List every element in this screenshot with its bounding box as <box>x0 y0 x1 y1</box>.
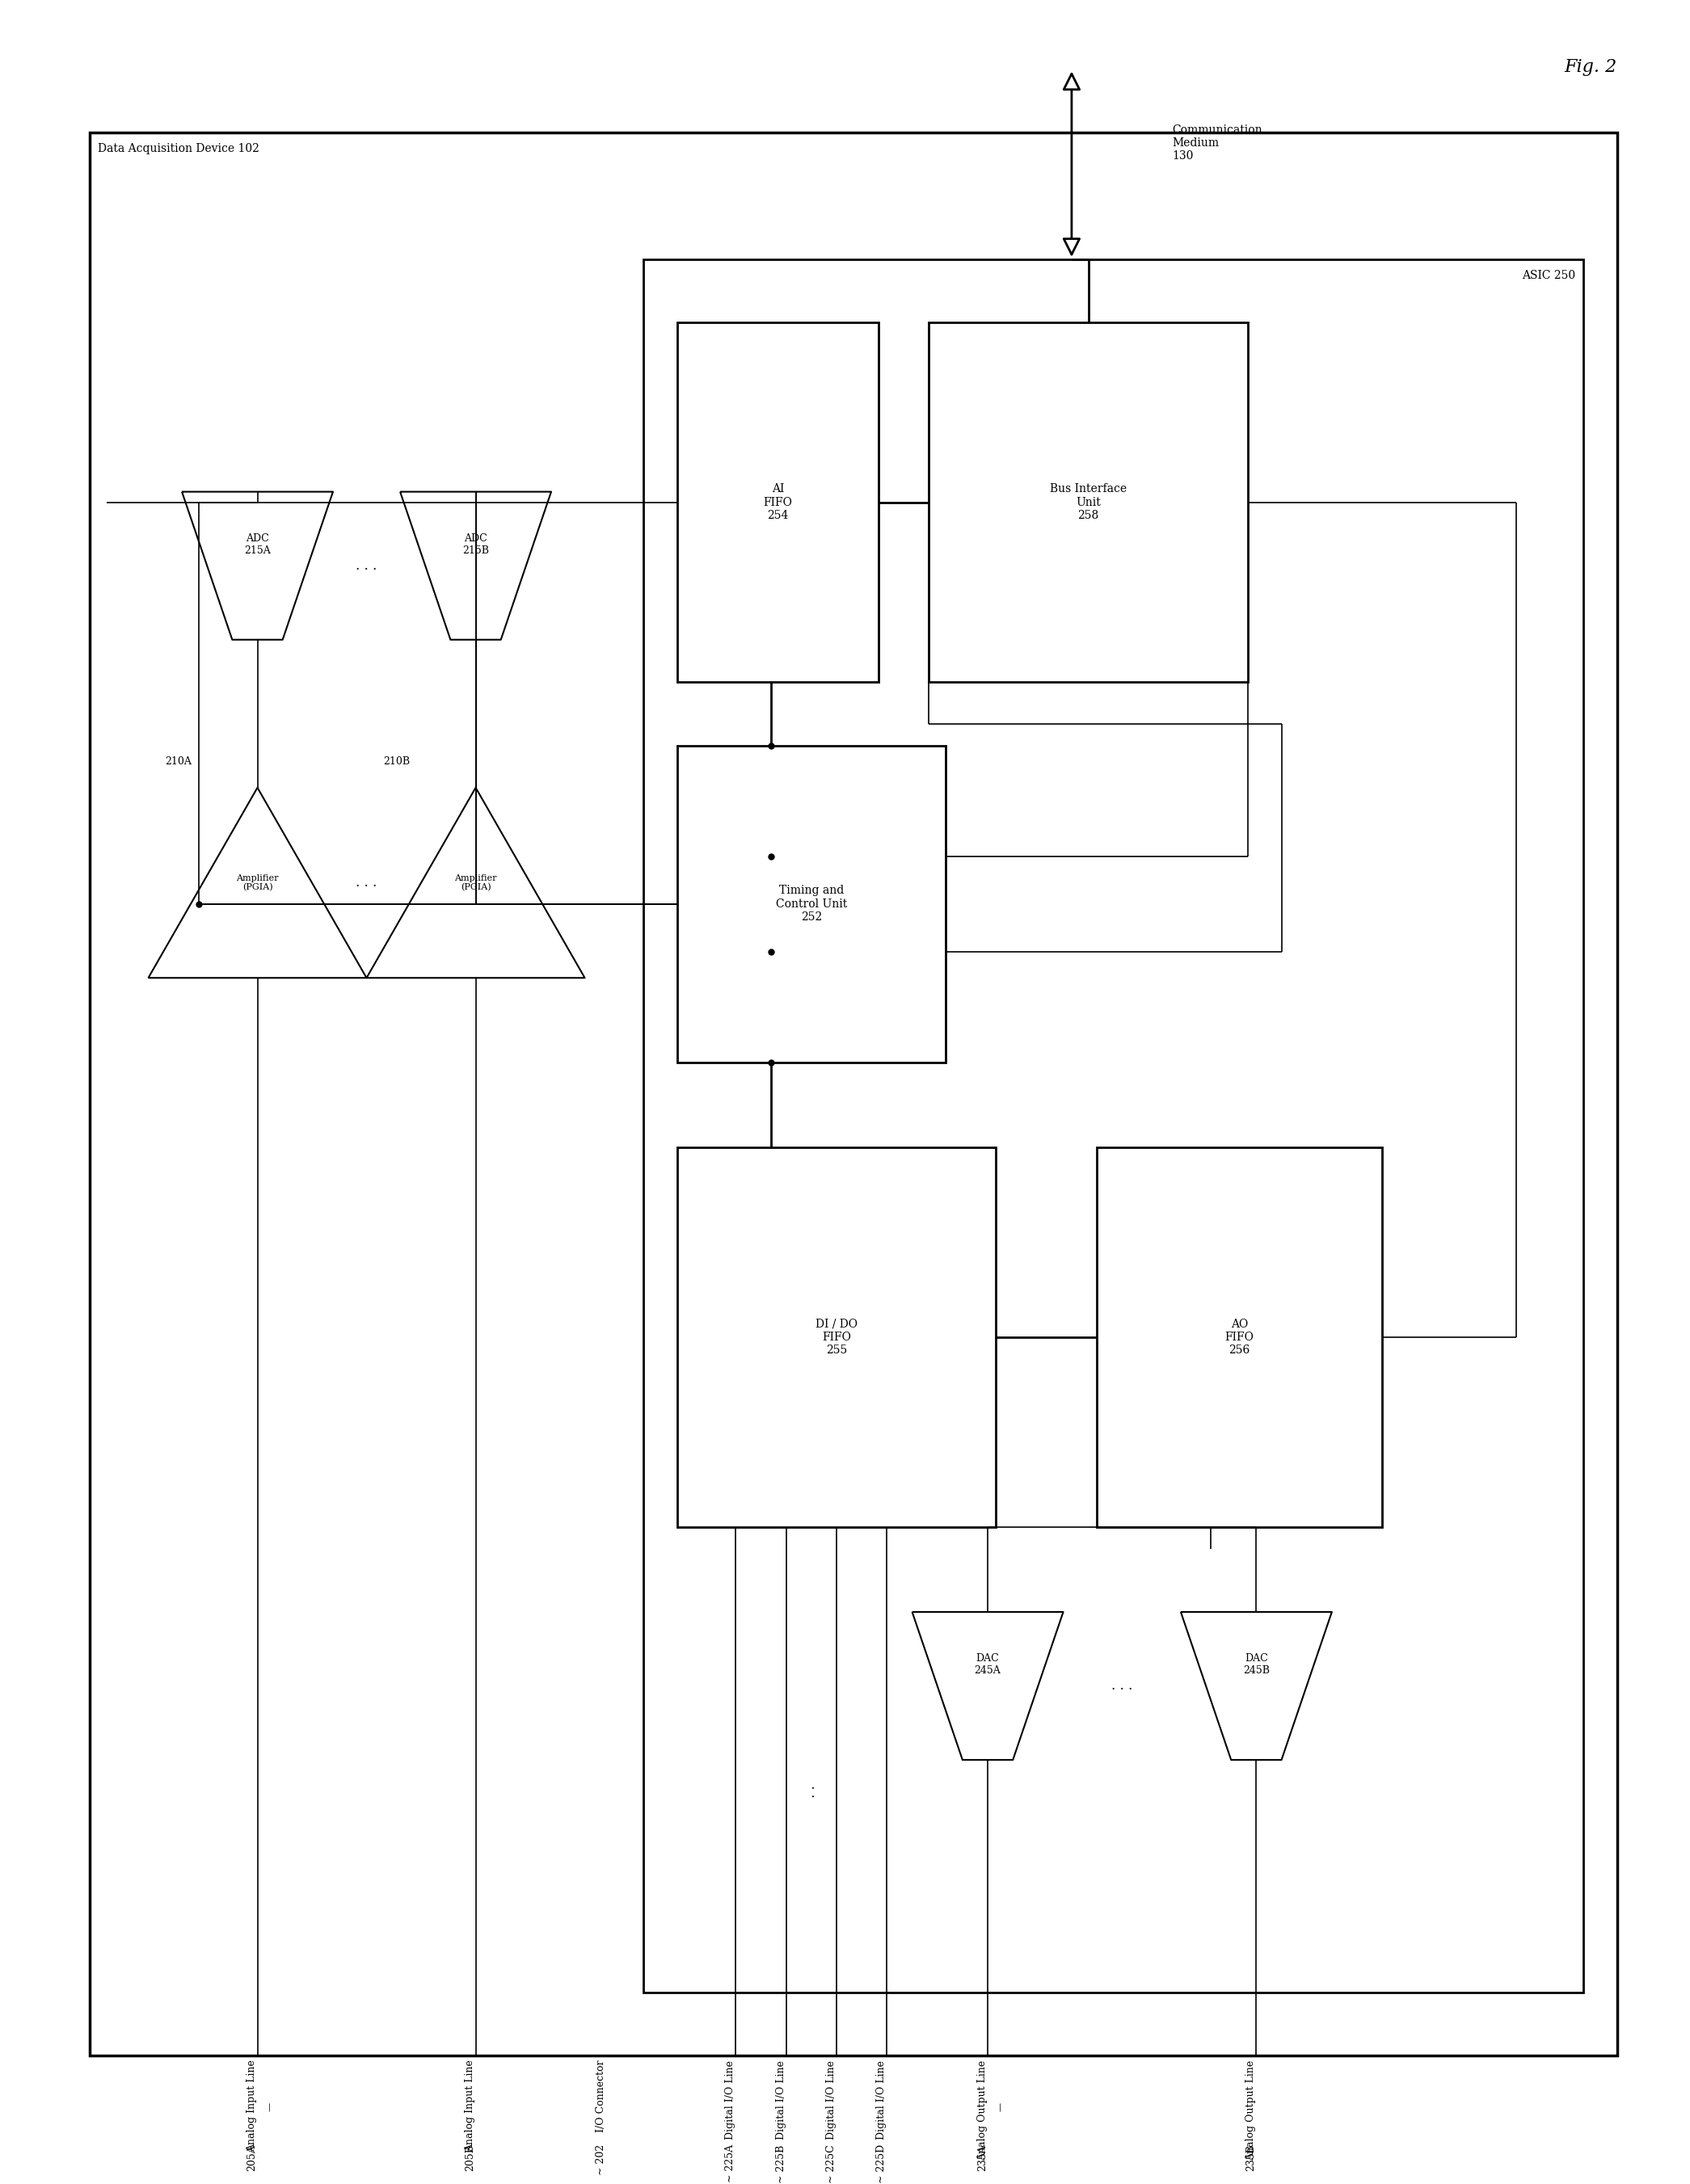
Text: AO
FIFO
256: AO FIFO 256 <box>1225 1319 1254 1356</box>
Text: Amplifier
(PGIA): Amplifier (PGIA) <box>455 874 497 891</box>
Text: —: — <box>265 2103 274 2112</box>
Text: Analog Input Line: Analog Input Line <box>247 2060 257 2151</box>
Text: DI / DO
FIFO
255: DI / DO FIFO 255 <box>816 1319 857 1356</box>
Text: Digital I/O Line: Digital I/O Line <box>877 2060 887 2138</box>
Text: Analog Input Line: Analog Input Line <box>465 2060 475 2151</box>
Text: . . .: . . . <box>357 876 377 889</box>
Text: 205A: 205A <box>247 2145 257 2171</box>
Text: Bus Interface
Unit
258: Bus Interface Unit 258 <box>1049 483 1127 522</box>
Text: ∼ 225D: ∼ 225D <box>877 2145 887 2184</box>
Text: DAC
245A: DAC 245A <box>975 1653 1000 1675</box>
Text: Analog Output Line: Analog Output Line <box>1246 2060 1256 2160</box>
Text: 210B: 210B <box>384 756 411 767</box>
Text: ADC
215A: ADC 215A <box>243 533 270 557</box>
Bar <box>678 745 946 1061</box>
Text: 235A: 235A <box>977 2145 987 2171</box>
Text: 205B: 205B <box>465 2145 475 2171</box>
Text: ∼ 225B: ∼ 225B <box>776 2145 786 2182</box>
Text: 235B: 235B <box>1246 2145 1256 2171</box>
Bar <box>930 323 1247 681</box>
Text: Communication
Medium
130: Communication Medium 130 <box>1173 124 1262 162</box>
Bar <box>678 1147 995 1527</box>
Text: ADC
215B: ADC 215B <box>463 533 488 557</box>
Text: ∼ 225C: ∼ 225C <box>826 2145 837 2184</box>
Text: ∼ 202: ∼ 202 <box>595 2145 605 2175</box>
Bar <box>644 260 1584 1992</box>
Text: . . .: . . . <box>357 559 377 572</box>
Text: Digital I/O Line: Digital I/O Line <box>826 2060 837 2138</box>
Text: Analog Output Line: Analog Output Line <box>977 2060 987 2160</box>
Text: —: — <box>995 2103 1004 2112</box>
Text: ASIC 250: ASIC 250 <box>1521 271 1575 282</box>
Text: 210A: 210A <box>166 756 191 767</box>
Text: Timing and
Control Unit
252: Timing and Control Unit 252 <box>776 885 847 922</box>
Text: . .: . . <box>804 1784 818 1797</box>
Text: ∼ 225A: ∼ 225A <box>725 2145 735 2182</box>
Text: . . .: . . . <box>1112 1679 1132 1693</box>
Text: AI
FIFO
254: AI FIFO 254 <box>764 483 793 522</box>
Text: Amplifier
(PGIA): Amplifier (PGIA) <box>237 874 279 891</box>
Text: Digital I/O Line: Digital I/O Line <box>776 2060 786 2138</box>
Text: DAC
245B: DAC 245B <box>1242 1653 1269 1675</box>
Text: Fig. 2: Fig. 2 <box>1565 59 1617 76</box>
Text: I/O Connector: I/O Connector <box>595 2060 605 2132</box>
Text: Digital I/O Line: Digital I/O Line <box>725 2060 735 2138</box>
Text: Data Acquisition Device 102: Data Acquisition Device 102 <box>98 142 260 155</box>
Bar <box>1097 1147 1382 1527</box>
Bar <box>678 323 879 681</box>
